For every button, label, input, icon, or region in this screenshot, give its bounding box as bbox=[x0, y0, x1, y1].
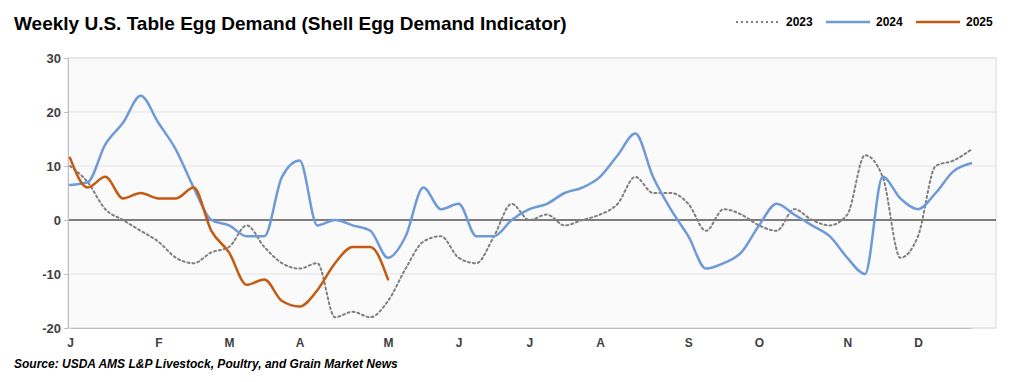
series-line bbox=[70, 150, 971, 317]
x-tick-label: A bbox=[296, 336, 305, 350]
legend-swatch bbox=[826, 21, 870, 24]
y-tick-mark bbox=[64, 220, 68, 221]
chart: -20 -10 0 10 20 30 J F M A M J J A S O N D Weekly U.S. Tab… bbox=[0, 0, 1024, 382]
grid-line bbox=[68, 166, 996, 167]
x-tick-label: D bbox=[914, 336, 923, 350]
y-tick-mark bbox=[64, 166, 68, 167]
y-tick: 20 bbox=[47, 105, 68, 120]
y-tick-label: 10 bbox=[47, 159, 61, 174]
x-tick: M bbox=[384, 336, 394, 350]
grid-line bbox=[68, 112, 996, 113]
grid-line bbox=[68, 58, 996, 59]
x-tick: O bbox=[755, 336, 764, 350]
x-tick-label: M bbox=[225, 336, 235, 350]
x-tick: A bbox=[296, 336, 305, 350]
lines bbox=[70, 96, 971, 317]
x-axis-line bbox=[71, 328, 972, 329]
x-tick: S bbox=[685, 336, 693, 350]
grid-line bbox=[68, 274, 996, 275]
x-tick-label: F bbox=[155, 336, 162, 350]
x-tick-label: J bbox=[67, 336, 74, 350]
y-tick-label: -20 bbox=[42, 321, 61, 336]
legend-swatch bbox=[736, 21, 780, 23]
y-tick: 10 bbox=[47, 159, 68, 174]
series-line bbox=[70, 158, 388, 307]
legend-label: 2023 bbox=[786, 15, 813, 29]
grid bbox=[68, 58, 996, 328]
y-tick-mark bbox=[64, 274, 68, 275]
y-tick-label: -10 bbox=[42, 267, 61, 282]
x-tick-label: N bbox=[843, 336, 852, 350]
y-tick-label: 20 bbox=[47, 105, 61, 120]
y-tick-mark bbox=[64, 58, 68, 59]
grid-line bbox=[68, 328, 996, 329]
y-tick-label: 0 bbox=[54, 213, 61, 228]
series-line bbox=[70, 96, 971, 274]
x-tick-label: S bbox=[685, 336, 693, 350]
x-tick-label: J bbox=[456, 336, 463, 350]
y-tick: 30 bbox=[47, 51, 68, 66]
y-tick-mark bbox=[64, 112, 68, 113]
legend-label: 2025 bbox=[966, 15, 993, 29]
x-tick: M bbox=[225, 336, 235, 350]
legend: 2023 2024 2025 bbox=[736, 15, 993, 29]
x-tick-label: M bbox=[384, 336, 394, 350]
x-tick: J bbox=[456, 336, 463, 350]
y-tick: -20 bbox=[42, 321, 68, 336]
source: Source: USDA AMS L&P Livestock, Poultry,… bbox=[14, 357, 398, 371]
x-tick-label: J bbox=[526, 336, 533, 350]
x-tick-label: A bbox=[596, 336, 605, 350]
x-tick: J bbox=[526, 336, 533, 350]
x-tick: A bbox=[596, 336, 605, 350]
legend-swatch bbox=[916, 21, 960, 24]
x-tick: J bbox=[67, 336, 74, 350]
x-axis: JFMAMJJASOND bbox=[67, 329, 971, 350]
x-tick: N bbox=[843, 336, 852, 350]
x-tick: F bbox=[155, 336, 162, 350]
x-tick: D bbox=[914, 336, 923, 350]
plot-frame bbox=[68, 58, 996, 328]
y-tick: 0 bbox=[54, 213, 68, 228]
background bbox=[0, 0, 1024, 382]
y-axis-line bbox=[68, 59, 69, 329]
y-axis: -20 -10 0 10 20 30 bbox=[42, 51, 68, 336]
legend-label: 2024 bbox=[876, 15, 903, 29]
x-tick-label: O bbox=[755, 336, 764, 350]
y-tick-label: 30 bbox=[47, 51, 61, 66]
y-tick: -10 bbox=[42, 267, 68, 282]
title: Weekly U.S. Table Egg Demand (Shell Egg … bbox=[14, 13, 567, 34]
y-tick-mark bbox=[64, 328, 68, 329]
